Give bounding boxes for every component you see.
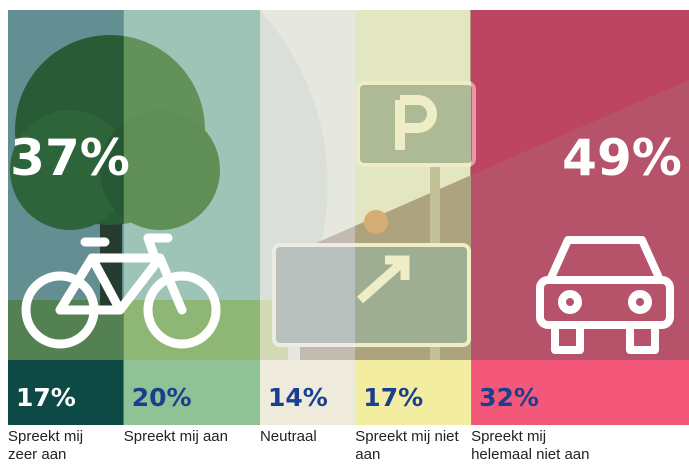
value-label: 17% — [16, 383, 76, 412]
value-label: 20% — [132, 383, 192, 412]
category-label: Spreekt mij aan — [124, 428, 250, 446]
category-label: Spreekt mij niet aan — [355, 428, 461, 464]
category-label: Spreekt mij zeer aan — [8, 428, 114, 464]
chart: 17% 20% 14% 17% 32% 37% 49% — [0, 0, 689, 471]
summary-label: 49% — [562, 129, 682, 187]
value-label: 14% — [268, 383, 328, 412]
value-label: 32% — [479, 383, 539, 412]
page: 17%20%14%17%32%37%49% (() => { const dat… — [0, 0, 689, 471]
category-label: Spreekt mij helemaal niet aan — [471, 428, 601, 464]
photo-tint — [355, 10, 471, 360]
photo-tint — [260, 10, 355, 360]
value-label: 17% — [363, 383, 423, 412]
category-label: Neutraal — [260, 428, 345, 446]
summary-label: 37% — [10, 129, 130, 187]
